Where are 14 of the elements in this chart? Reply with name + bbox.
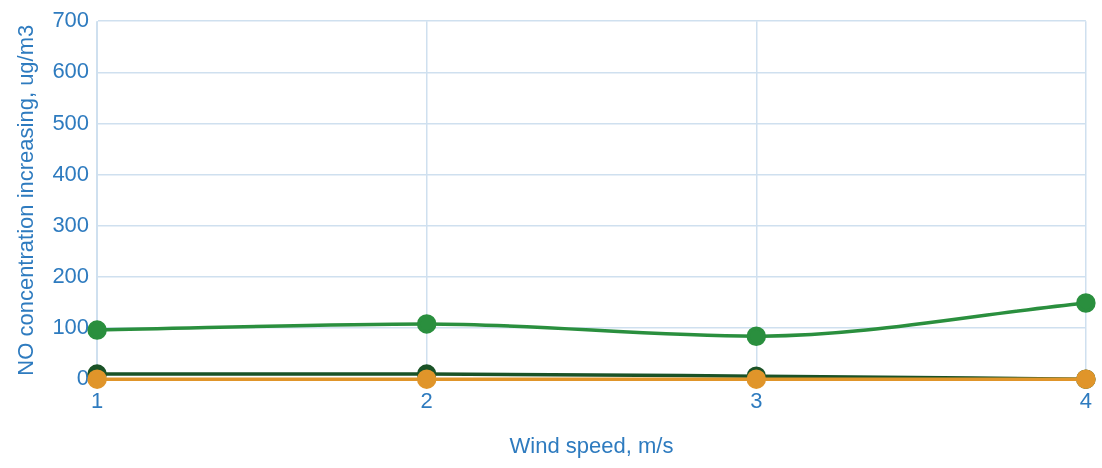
x-axis-title: Wind speed, m/s xyxy=(509,432,674,458)
y-tick-label: 400 xyxy=(52,160,90,186)
x-tick-label: 2 xyxy=(420,388,433,414)
y-tick-label: 500 xyxy=(52,109,90,135)
y-tick-label: 100 xyxy=(52,314,90,340)
y-axis-title: NO concentration increasing, ug/m3 xyxy=(13,24,39,376)
x-tick-label: 1 xyxy=(90,388,104,414)
y-tick-label: 600 xyxy=(52,58,90,84)
y-tick-label: 700 xyxy=(52,7,90,33)
y-tick-label: 300 xyxy=(52,211,90,237)
y-tick-label: 200 xyxy=(52,262,90,288)
x-tick-label: 4 xyxy=(1079,388,1093,414)
x-tick-label: 3 xyxy=(750,388,763,414)
y-tick-label: 0 xyxy=(76,365,90,391)
